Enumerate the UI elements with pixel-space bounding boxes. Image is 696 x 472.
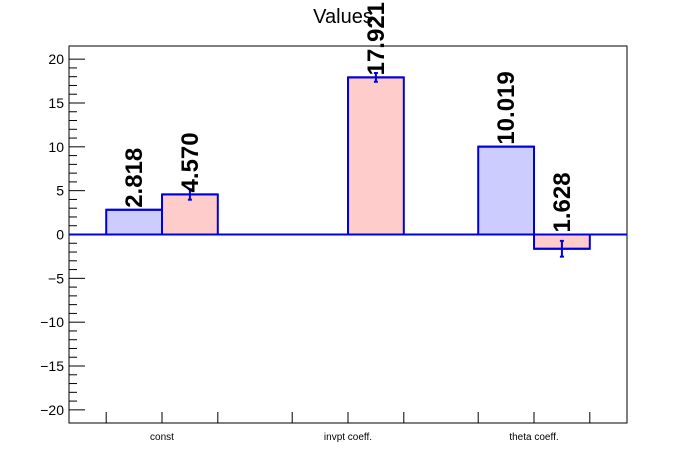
bar	[105, 208, 163, 236]
y-tick-label: 0	[56, 227, 64, 243]
bar	[347, 76, 405, 236]
x-tick-label: const	[150, 432, 174, 443]
y-tick-label: −10	[40, 314, 64, 330]
data-label: 17.921	[363, 2, 390, 75]
y-tick-label: −20	[40, 402, 64, 418]
y-tick-label: −15	[40, 358, 64, 374]
data-label: 2.818	[121, 148, 148, 208]
bar	[161, 193, 219, 236]
y-axis: −20 −15 −10 −5 0 5 10 15 20	[40, 51, 85, 418]
y-tick-label: 15	[48, 95, 64, 111]
y-tick-label: 5	[56, 183, 64, 199]
x-tick-label: theta coeff.	[509, 432, 558, 443]
x-axis: const invpt coeff. theta coeff.	[105, 412, 591, 443]
chart-title: Values	[313, 6, 373, 28]
bar	[477, 145, 536, 236]
y-tick-label: −5	[48, 270, 64, 286]
error-bars	[187, 71, 564, 258]
data-label: 1.628	[549, 172, 576, 232]
y-tick-label: 10	[48, 139, 64, 155]
data-label: 4.570	[177, 132, 204, 192]
bars	[105, 76, 591, 250]
y-tick-label: 20	[48, 51, 64, 67]
x-tick-label: invpt coeff.	[324, 432, 372, 443]
data-label: 10.019	[493, 71, 520, 144]
data-labels: 2.818 10.019 4.570 17.921 1.628	[121, 2, 576, 233]
